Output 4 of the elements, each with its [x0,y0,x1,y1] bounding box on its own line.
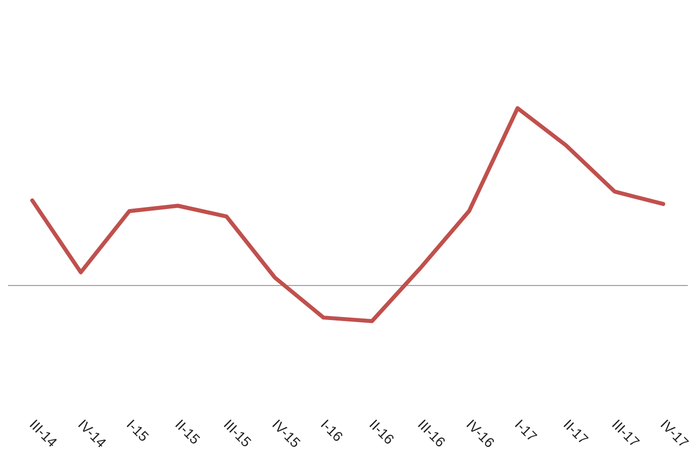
x-tick-label: II-17 [560,416,592,448]
x-tick-label: I-15 [124,416,152,445]
x-tick-label: I-17 [512,416,540,445]
x-tick-label: I-16 [318,416,346,445]
